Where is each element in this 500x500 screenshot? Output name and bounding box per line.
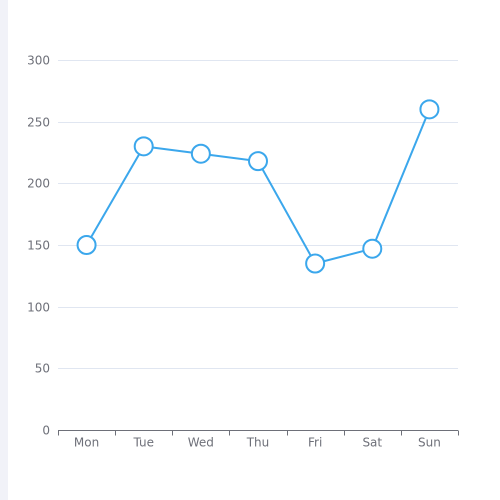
y-tick-label: 100 xyxy=(27,301,50,315)
x-tick-label: Thu xyxy=(246,436,270,450)
data-point xyxy=(190,143,211,164)
x-tick-labels: Mon Tue Wed Thu Fri Sat Sun xyxy=(74,436,441,450)
data-point xyxy=(362,238,383,259)
x-tick-label: Tue xyxy=(132,436,154,450)
axis-layer xyxy=(58,430,459,436)
data-point xyxy=(76,235,97,255)
x-tick-label: Wed xyxy=(188,436,214,450)
y-tick-label: 250 xyxy=(27,116,50,130)
data-point xyxy=(305,253,326,274)
y-tick-label: 300 xyxy=(27,54,50,68)
point-layer xyxy=(76,99,440,274)
x-tick-label: Sun xyxy=(418,436,441,450)
data-point xyxy=(248,151,268,172)
grid-layer xyxy=(58,60,458,369)
y-tick-label: 150 xyxy=(27,239,50,253)
y-tick-label: 200 xyxy=(27,177,50,191)
x-tick-label: Sat xyxy=(362,436,382,450)
y-tick-labels: 0 50 100 150 200 250 300 xyxy=(27,54,50,438)
series-line xyxy=(85,108,431,265)
data-point xyxy=(419,99,440,120)
y-tick-label: 0 xyxy=(42,424,50,438)
series-layer xyxy=(85,108,431,265)
x-tick-label: Mon xyxy=(74,436,99,450)
data-point xyxy=(133,136,154,157)
y-tick-label: 50 xyxy=(35,362,50,376)
left-edge-strip xyxy=(0,0,8,500)
x-tick-label: Fri xyxy=(308,436,322,450)
